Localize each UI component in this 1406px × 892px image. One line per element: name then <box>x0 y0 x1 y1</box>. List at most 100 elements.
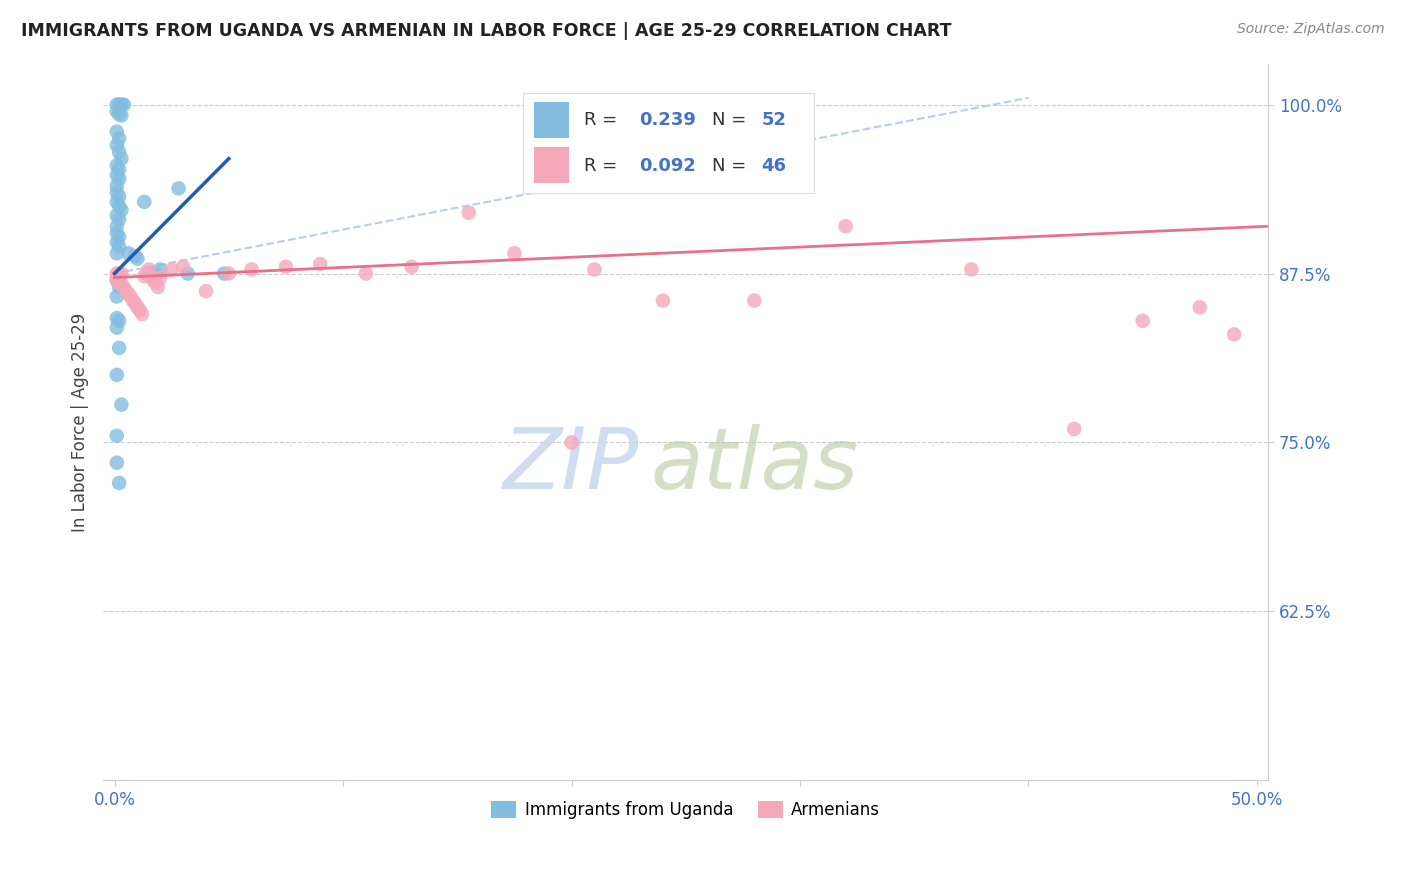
Point <box>135 267 157 281</box>
Point <box>105 273 128 287</box>
Point <box>134 269 156 284</box>
Point <box>457 205 479 219</box>
Text: ZIP: ZIP <box>503 424 640 507</box>
Point <box>124 249 146 263</box>
Text: atlas: atlas <box>651 424 859 507</box>
Point <box>108 162 131 177</box>
Point <box>105 125 128 139</box>
Point <box>146 280 169 294</box>
Point <box>108 267 131 281</box>
Point <box>1223 327 1246 342</box>
Point <box>105 235 128 250</box>
Point <box>112 280 135 294</box>
Text: Source: ZipAtlas.com: Source: ZipAtlas.com <box>1237 22 1385 37</box>
Point <box>108 239 131 253</box>
Point <box>354 267 377 281</box>
Point <box>105 428 128 442</box>
Point <box>112 97 135 112</box>
Point <box>110 267 132 281</box>
Point <box>121 293 143 308</box>
Point <box>218 267 240 281</box>
Point <box>142 273 165 287</box>
Point <box>115 284 138 298</box>
Point <box>583 262 606 277</box>
Point <box>108 107 131 121</box>
Y-axis label: In Labor Force | Age 25-29: In Labor Force | Age 25-29 <box>72 312 89 532</box>
Point <box>120 289 142 303</box>
Point <box>110 277 132 292</box>
Point <box>139 267 162 281</box>
Point <box>105 168 128 182</box>
Point <box>108 273 131 287</box>
Point <box>309 257 332 271</box>
Point <box>105 104 128 119</box>
Point <box>176 267 198 281</box>
Point <box>131 307 153 321</box>
Point <box>560 435 582 450</box>
Point <box>742 293 765 308</box>
Point <box>105 368 128 382</box>
Point <box>108 131 131 145</box>
Point <box>110 398 132 412</box>
Point <box>167 181 190 195</box>
Point <box>108 230 131 244</box>
Point <box>108 145 131 159</box>
Point <box>108 189 131 203</box>
Point <box>108 97 131 112</box>
Point <box>134 194 156 209</box>
Point <box>1063 422 1085 436</box>
Point <box>145 276 167 290</box>
Point <box>108 172 131 186</box>
Point <box>240 262 263 277</box>
Point <box>108 475 131 490</box>
Point <box>110 152 132 166</box>
Point <box>503 246 526 260</box>
Point <box>127 252 149 266</box>
Point <box>172 260 194 274</box>
Point <box>110 108 132 122</box>
Point <box>274 260 297 274</box>
Point <box>105 158 128 172</box>
Point <box>105 226 128 240</box>
Point <box>105 267 128 281</box>
Point <box>105 178 128 193</box>
Point <box>105 270 128 285</box>
Legend: Immigrants from Uganda, Armenians: Immigrants from Uganda, Armenians <box>485 794 887 826</box>
Point <box>105 246 128 260</box>
Point <box>105 456 128 470</box>
Point <box>1188 301 1211 315</box>
Point <box>108 199 131 213</box>
Point <box>128 303 150 318</box>
Point <box>651 293 673 308</box>
Point <box>194 284 217 298</box>
Point <box>110 202 132 217</box>
Point <box>149 262 172 277</box>
Point <box>108 212 131 227</box>
Point <box>105 138 128 153</box>
Point <box>212 267 235 281</box>
Point <box>139 269 162 284</box>
Point <box>105 194 128 209</box>
Point <box>117 286 139 301</box>
Text: IMMIGRANTS FROM UGANDA VS ARMENIAN IN LABOR FORCE | AGE 25-29 CORRELATION CHART: IMMIGRANTS FROM UGANDA VS ARMENIAN IN LA… <box>21 22 952 40</box>
Point <box>105 208 128 222</box>
Point <box>105 186 128 200</box>
Point <box>105 219 128 234</box>
Point <box>105 273 128 287</box>
Point <box>117 246 139 260</box>
Point <box>1132 314 1154 328</box>
Point <box>108 341 131 355</box>
Point <box>834 219 856 234</box>
Point <box>110 97 132 112</box>
Point <box>105 320 128 334</box>
Point <box>160 262 183 277</box>
Point <box>105 289 128 303</box>
Point <box>124 296 146 310</box>
Point <box>127 301 149 315</box>
Point <box>149 270 172 285</box>
Point <box>401 260 423 274</box>
Point <box>138 262 160 277</box>
Point <box>108 314 131 328</box>
Point <box>960 262 983 277</box>
Point <box>105 311 128 326</box>
